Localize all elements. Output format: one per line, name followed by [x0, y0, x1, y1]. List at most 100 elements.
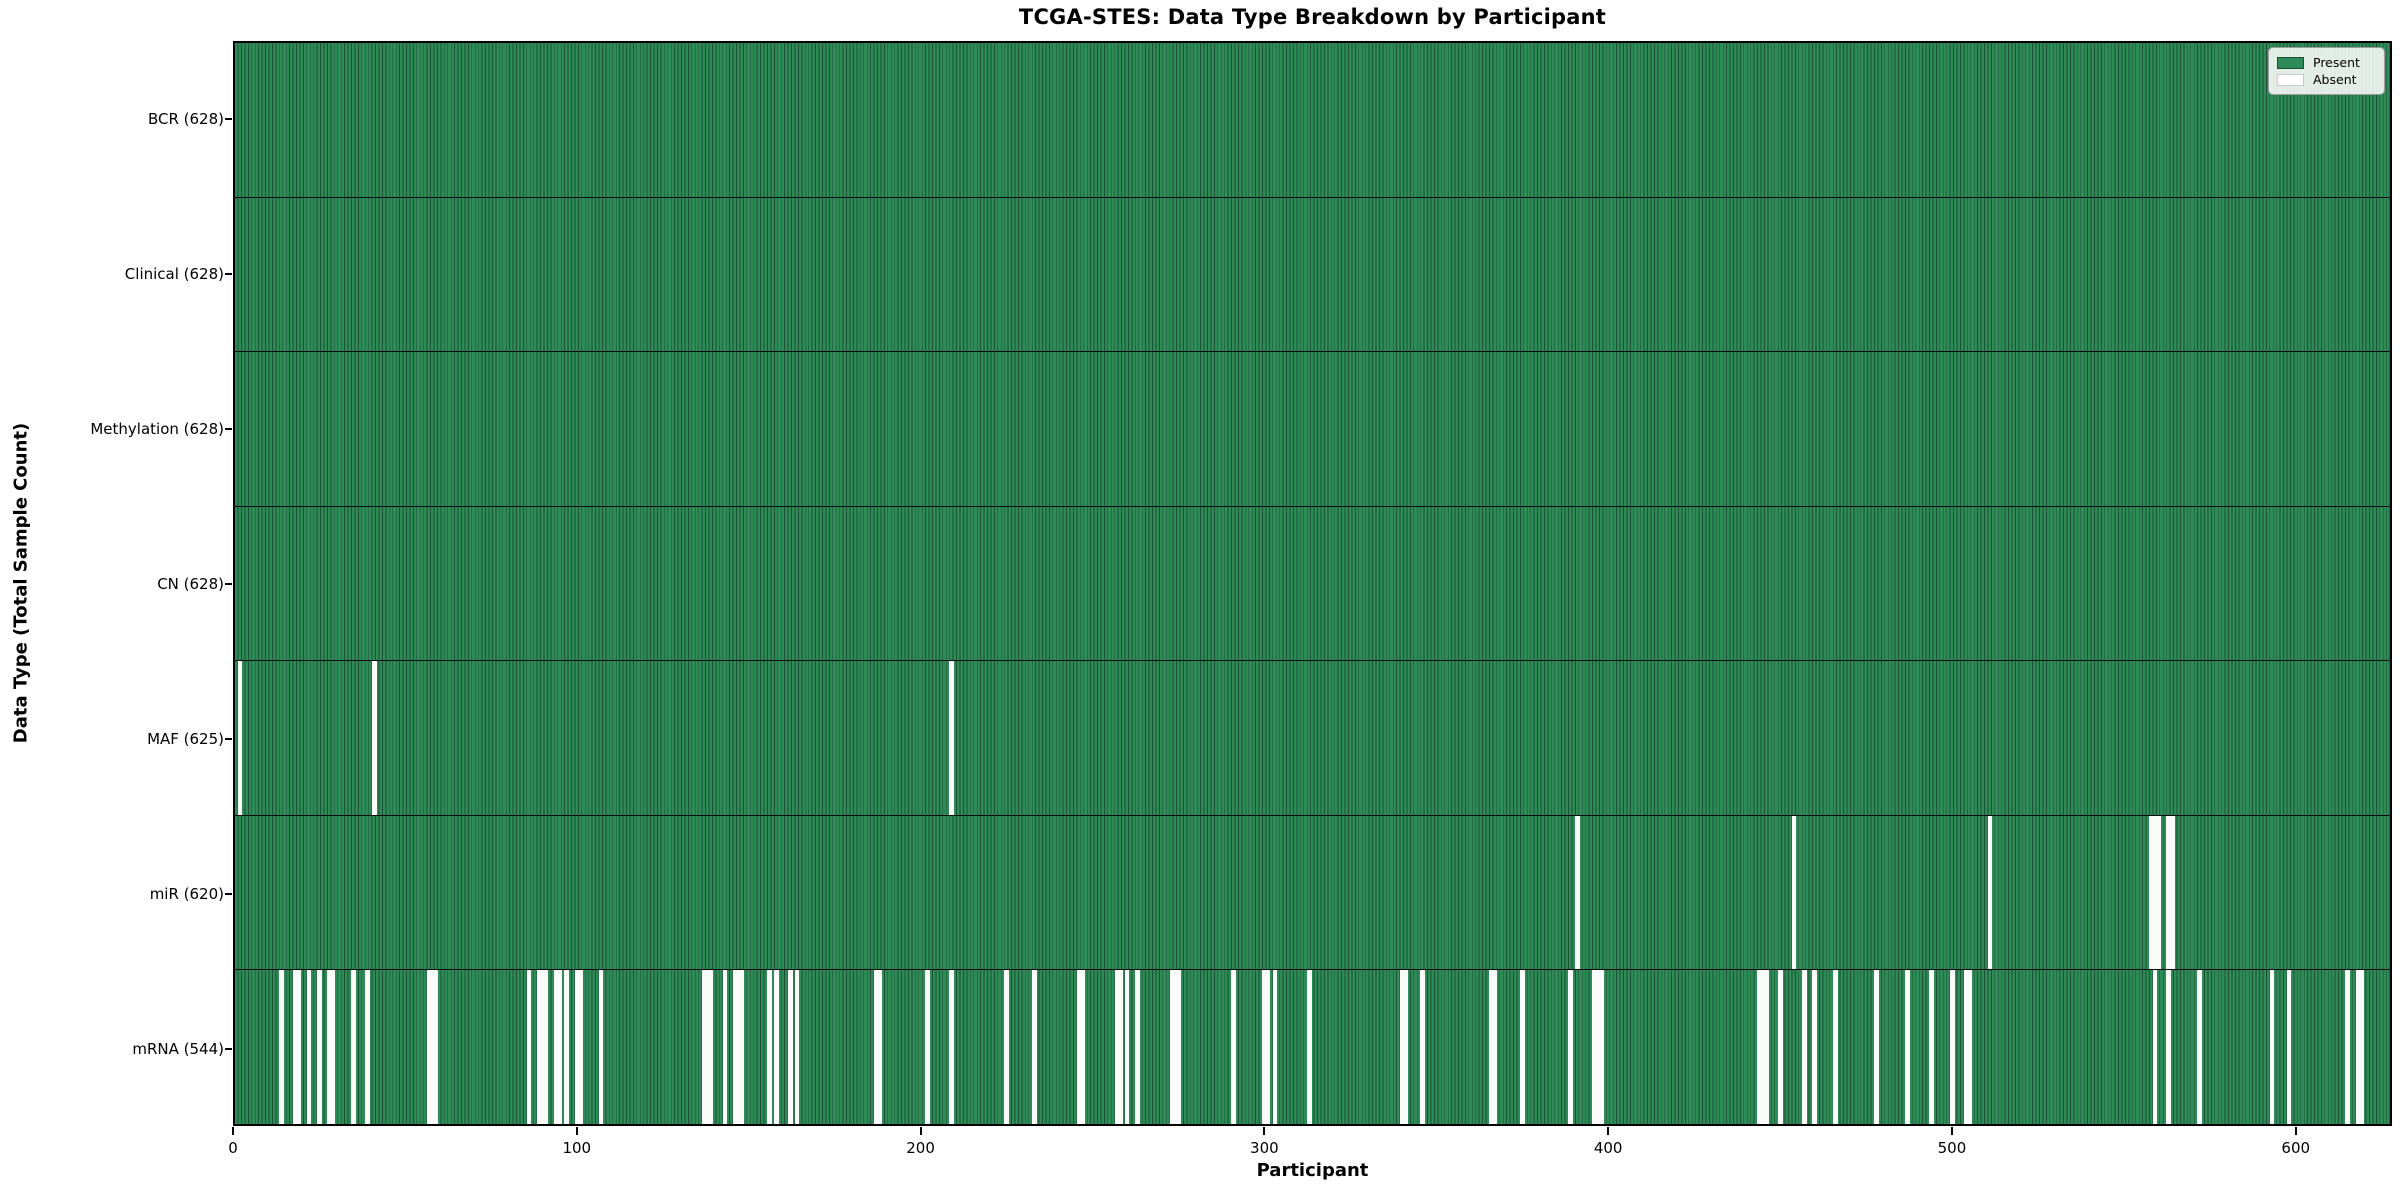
legend-swatch-present: [2277, 56, 2304, 69]
y-tick-label-MAF: MAF (625): [147, 729, 224, 748]
x-axis-label: Participant: [1256, 1160, 1369, 1181]
y-tick-mark: [225, 1047, 232, 1050]
row-Clinical: [235, 197, 2390, 353]
absent-gap: [1114, 970, 1120, 1125]
absent-gap: [1905, 970, 1910, 1125]
absent-gap: [2152, 815, 2158, 970]
absent-gap: [2152, 970, 2158, 1125]
legend-entry-present: Present: [2277, 54, 2376, 71]
absent-gap: [1420, 970, 1426, 1125]
absent-gap: [2169, 815, 2175, 970]
absent-gap: [925, 970, 931, 1125]
absent-gap: [574, 970, 580, 1125]
absent-gap: [1169, 970, 1175, 1125]
absent-gap: [433, 970, 439, 1125]
absent-gap: [292, 970, 298, 1125]
absent-gap: [774, 970, 779, 1125]
absent-gap: [1592, 970, 1597, 1125]
x-tick-mark: [575, 1127, 578, 1135]
absent-gap: [1492, 970, 1498, 1125]
absent-gap: [2355, 970, 2361, 1125]
absent-gap: [536, 970, 542, 1125]
legend: Present Absent: [2268, 47, 2385, 95]
y-tick-mark: [225, 892, 232, 895]
absent-gap: [598, 970, 604, 1125]
absent-gap: [557, 970, 563, 1125]
absent-gap: [1568, 970, 1573, 1125]
x-tick-label: 0: [228, 1139, 238, 1157]
x-tick-mark: [2294, 1127, 2297, 1135]
row-MAF: [235, 661, 2390, 816]
absent-gap: [1117, 970, 1123, 1125]
absent-gap: [1963, 970, 1969, 1125]
absent-gap: [365, 970, 370, 1125]
absent-gap: [1307, 970, 1312, 1125]
absent-gap: [701, 970, 707, 1125]
y-tick-mark: [225, 117, 232, 120]
row-BCR: [235, 43, 2390, 198]
y-tick-label-CN: CN (628): [157, 574, 224, 593]
absent-gap: [279, 970, 284, 1125]
absent-gap: [949, 970, 955, 1125]
absent-gap: [794, 970, 800, 1125]
y-tick-label-BCR: BCR (628): [147, 109, 224, 128]
y-tick-label-Methylation: Methylation (628): [90, 419, 224, 438]
absent-gap: [351, 970, 356, 1125]
absent-gap: [1172, 970, 1178, 1125]
plot-area: [233, 41, 2392, 1126]
absent-gap: [2345, 970, 2350, 1125]
x-tick-mark: [232, 1127, 234, 1135]
y-tick-mark: [225, 427, 232, 430]
absent-gap: [2286, 970, 2292, 1125]
legend-entry-absent: Absent: [2277, 71, 2376, 88]
absent-gap: [371, 661, 377, 815]
y-tick-label-Clinical: Clinical (628): [124, 264, 224, 283]
absent-gap: [1949, 970, 1955, 1125]
absent-gap: [327, 970, 332, 1125]
absent-gap: [949, 661, 955, 815]
x-tick-label: 200: [906, 1139, 935, 1157]
absent-gap: [237, 661, 243, 815]
absent-gap: [1575, 815, 1580, 970]
absent-gap: [2269, 970, 2275, 1125]
absent-gap: [1929, 970, 1934, 1125]
absent-gap: [739, 970, 745, 1125]
absent-gap: [2359, 970, 2364, 1125]
absent-gap: [1176, 970, 1181, 1125]
absent-gap: [1791, 815, 1797, 970]
absent-gap: [554, 970, 559, 1125]
y-tick-mark: [225, 582, 232, 585]
absent-gap: [767, 970, 772, 1125]
x-tick-label: 500: [1937, 1139, 1967, 1157]
absent-gap: [1599, 970, 1604, 1125]
absent-gap: [1802, 970, 1807, 1125]
absent-gap: [306, 970, 312, 1125]
chart-title: TCGA-STES: Data Type Breakdown by Partic…: [1018, 5, 1607, 29]
absent-gap: [1760, 970, 1766, 1125]
absent-gap: [1080, 970, 1085, 1125]
absent-gap: [1967, 970, 1972, 1125]
absent-gap: [578, 970, 583, 1125]
absent-gap: [526, 970, 532, 1125]
absent-gap: [722, 970, 728, 1125]
absent-gap: [1262, 970, 1267, 1125]
absent-gap: [2156, 815, 2161, 970]
absent-gap: [2149, 815, 2154, 970]
x-tick-mark: [1950, 1127, 1953, 1135]
absent-gap: [732, 970, 738, 1125]
legend-swatch-absent: [2277, 73, 2304, 86]
absent-gap: [736, 970, 741, 1125]
absent-gap: [1764, 970, 1769, 1125]
row-Methylation: [235, 352, 2390, 507]
absent-gap: [1987, 815, 1993, 970]
absent-gap: [1231, 970, 1236, 1125]
y-tick-label-mRNA: mRNA (544): [132, 1039, 224, 1058]
absent-gap: [1595, 970, 1601, 1125]
absent-gap: [1135, 970, 1140, 1125]
absent-gap: [1489, 970, 1494, 1125]
x-tick-mark: [919, 1127, 922, 1135]
absent-gap: [1757, 970, 1762, 1125]
x-tick-label: 400: [1593, 1139, 1623, 1157]
absent-gap: [1399, 970, 1405, 1125]
